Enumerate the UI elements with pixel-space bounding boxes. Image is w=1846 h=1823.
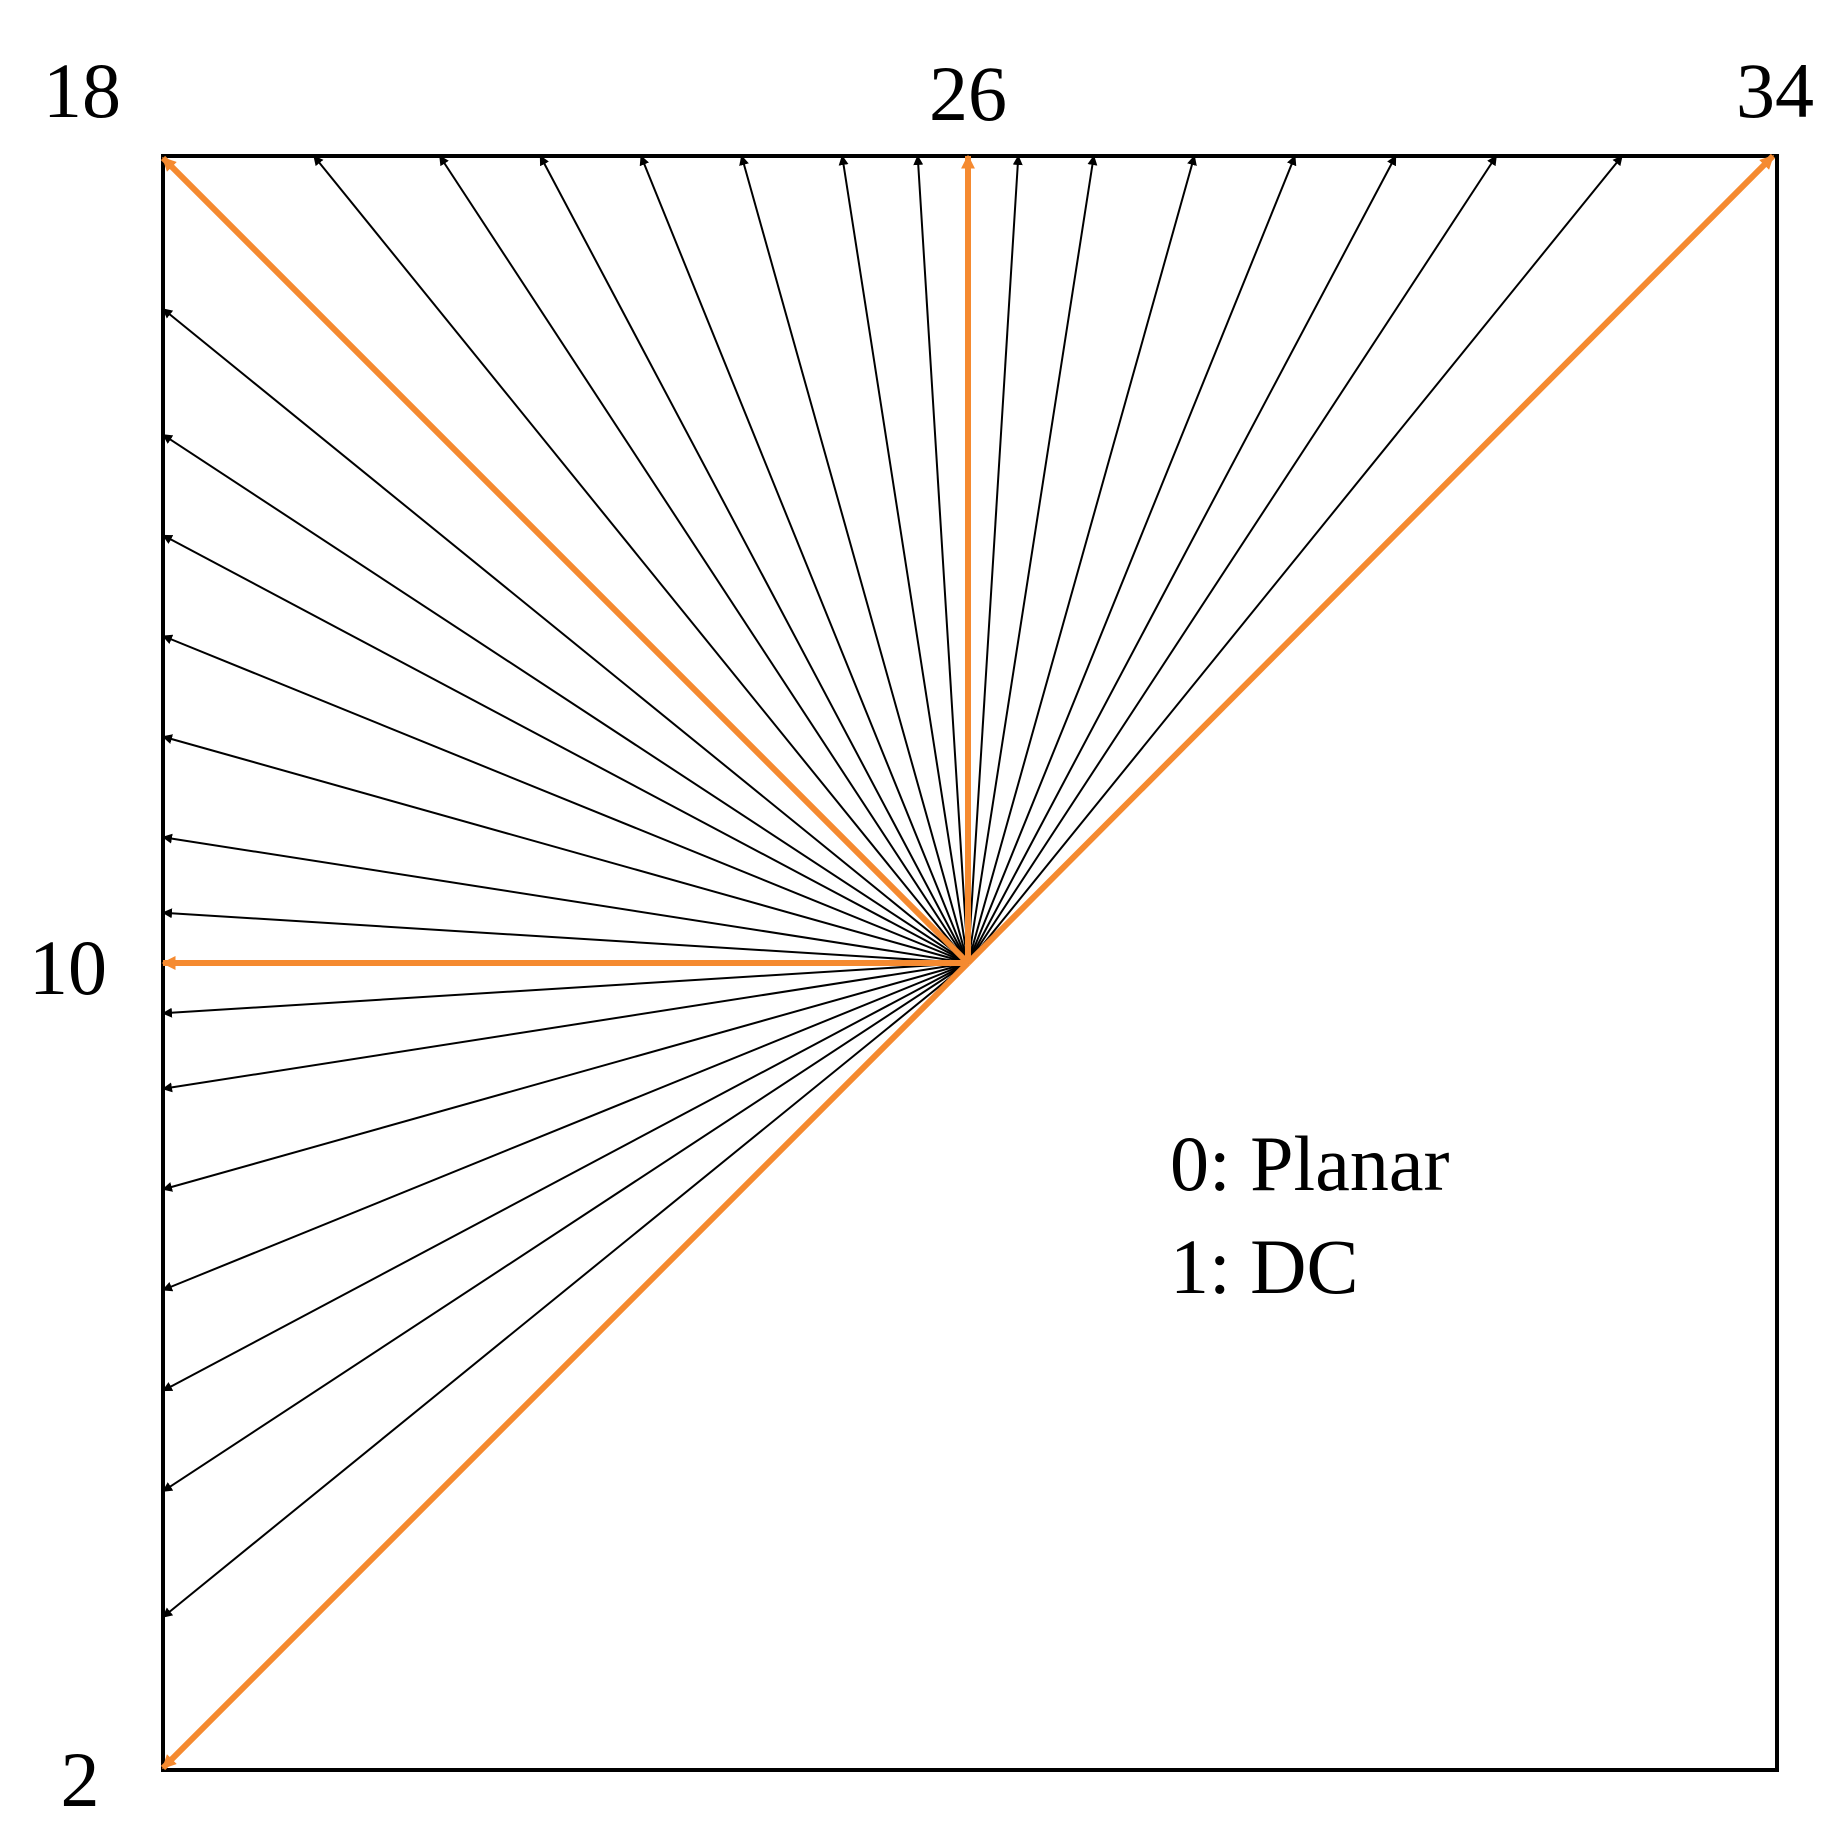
mode-6-arrow (162, 962, 969, 1292)
mode-34-arrow (965, 153, 1776, 966)
mode-23-arrow (739, 155, 969, 964)
mode-19-arrow (313, 155, 969, 964)
mode-27-arrow (967, 155, 1023, 964)
mode-14-arrow (162, 634, 969, 964)
mode-20-arrow (438, 155, 969, 964)
mode-5-arrow (162, 962, 969, 1392)
mode-label-18: 18 (43, 47, 121, 134)
mode-labels: 18 26 34 10 2 (29, 47, 1814, 1823)
mode-17-arrow (162, 308, 969, 964)
mode-30-arrow (967, 155, 1297, 964)
mode-29-arrow (967, 155, 1197, 964)
mode-11-arrow (162, 908, 969, 964)
mode-13-arrow (162, 734, 969, 964)
legend-planar: 0: Planar (1170, 1120, 1449, 1207)
mode-label-26: 26 (929, 50, 1007, 137)
mode-2-arrow (160, 960, 971, 1771)
mode-12-arrow (162, 833, 969, 964)
mode-3-arrow (162, 962, 969, 1618)
mode-22-arrow (639, 155, 969, 964)
mode-16-arrow (162, 433, 969, 964)
direction-arrows (160, 153, 1776, 1771)
mode-31-arrow (967, 155, 1397, 964)
mode-8-arrow (162, 962, 969, 1093)
mode-label-34: 34 (1736, 47, 1814, 134)
mode-7-arrow (162, 962, 969, 1192)
legend: 0: Planar 1: DC (1170, 1120, 1449, 1310)
mode-24-arrow (838, 155, 969, 964)
mode-15-arrow (162, 534, 969, 964)
mode-33-arrow (967, 155, 1623, 964)
mode-18-arrow (160, 155, 971, 966)
mode-25-arrow (913, 155, 969, 964)
mode-28-arrow (967, 155, 1098, 964)
mode-4-arrow (162, 962, 969, 1493)
mode-32-arrow (967, 155, 1498, 964)
mode-label-2: 2 (61, 1736, 100, 1823)
mode-label-10: 10 (29, 924, 107, 1011)
legend-dc: 1: DC (1170, 1223, 1359, 1310)
mode-21-arrow (539, 155, 969, 964)
mode-9-arrow (162, 962, 969, 1018)
